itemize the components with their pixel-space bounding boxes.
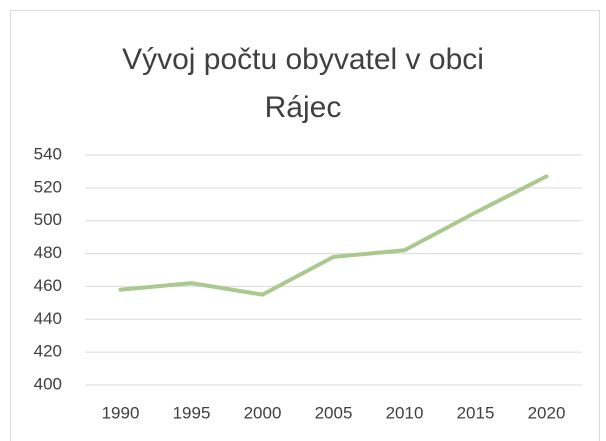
chart-border: [10, 10, 600, 441]
y-tick-label: 440: [34, 309, 62, 328]
y-tick-label: 420: [34, 342, 62, 361]
x-tick-label: 1995: [173, 403, 211, 422]
y-tick-label: 500: [34, 210, 62, 229]
x-tick-label: 2005: [315, 403, 353, 422]
data-line: [118, 174, 549, 297]
y-tick-label: 400: [34, 374, 62, 393]
x-tick-label: 2010: [386, 403, 424, 422]
y-tick-label: 460: [34, 276, 62, 295]
chart-title: Vývoj počtu obyvatel v obci Rájec: [122, 43, 484, 124]
x-tick-label: 2015: [457, 403, 495, 422]
x-tick-label: 2000: [244, 403, 282, 422]
y-tick-label: 540: [34, 144, 62, 163]
y-tick-label: 480: [34, 243, 62, 262]
x-tick-label: 2020: [528, 403, 566, 422]
y-tick-label: 520: [34, 177, 62, 196]
x-tick-label: 1990: [102, 403, 140, 422]
